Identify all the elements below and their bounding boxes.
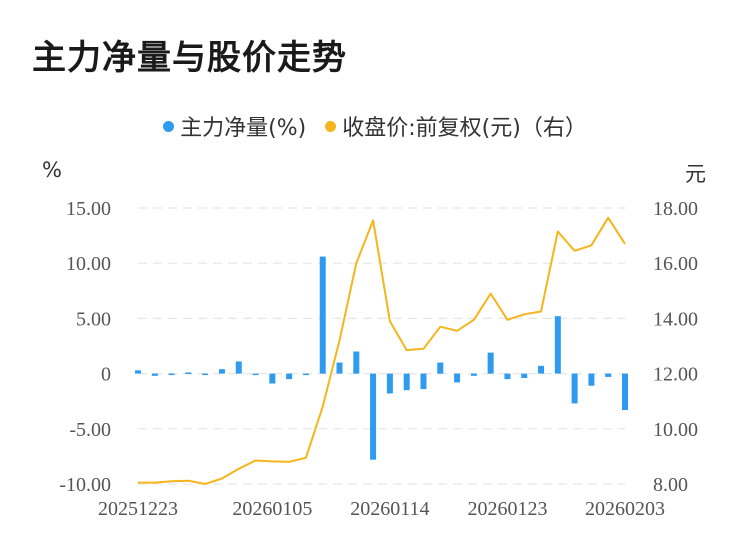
y-left-tick-label: 0 [101,364,111,386]
bar-net-inflow [336,362,343,374]
y-left-tick-label: 15.00 [66,198,111,220]
x-tick-label: 20260203 [585,498,665,520]
y-right-tick-label: 8.00 [653,474,688,496]
bar-net-inflow [538,365,545,374]
legend: 主力净量(%) 收盘价:前复权(元)（右） [0,110,750,142]
x-tick-label: 20251223 [98,498,178,520]
bar-net-inflow [302,373,309,376]
bar-net-inflow [185,372,192,374]
bar-net-inflow [420,373,427,390]
bar-net-inflow [353,351,360,374]
bar-net-inflow [571,373,578,404]
bar-net-inflow [403,373,410,391]
bar-net-inflow [622,373,628,411]
bar-net-inflow [588,373,595,386]
bar-net-inflow [319,256,326,374]
legend-label-net: 主力净量(%) [180,116,307,141]
bar-net-inflow [487,352,494,374]
bar-net-inflow [386,373,393,394]
bar-net-inflow [470,373,477,376]
y-left-tick-label: -10.00 [59,474,111,496]
bar-net-inflow [235,361,242,374]
x-tick-label: 20260123 [467,498,547,520]
x-tick-label: 20260114 [350,498,429,520]
x-tick-label: 20260105 [232,498,312,520]
legend-item-net[interactable]: 主力净量(%) [163,110,306,142]
y-left-tick-label: 5.00 [76,308,111,330]
bar-net-inflow [168,373,175,376]
y-right-tick-label: 10.00 [653,419,698,441]
y-right-tick-label: 18.00 [653,198,698,220]
bar-net-inflow [437,362,444,374]
legend-dot-price [325,120,337,132]
right-axis-unit: 元 [685,162,706,186]
legend-item-price[interactable]: 收盘价:前复权(元)（右） [325,110,587,142]
legend-dot-net [163,120,175,132]
bar-net-inflow [135,370,141,374]
bar-net-inflow [605,373,612,377]
y-right-tick-label: 16.00 [653,253,698,275]
bar-net-inflow [521,373,528,379]
bar-net-inflow [370,373,377,460]
y-right-tick-label: 14.00 [653,308,698,330]
bar-net-inflow [252,373,259,376]
bar-net-inflow [554,316,561,374]
bar-net-inflow [218,369,225,374]
bar-net-inflow [454,373,461,383]
bar-net-inflow [151,373,158,376]
y-left-tick-label: -5.00 [69,419,111,441]
left-axis-unit: % [42,158,62,182]
price-line [138,216,626,485]
chart-title: 主力净量与股价走势 [32,38,347,78]
bar-net-inflow [286,373,293,380]
y-left-tick-label: 10.00 [66,253,111,275]
bar-net-inflow [504,373,511,380]
legend-label-price: 收盘价:前复权(元)（右） [342,116,587,141]
bar-net-inflow [202,373,209,376]
y-right-tick-label: 12.00 [653,364,698,386]
bar-net-inflow [269,373,276,384]
